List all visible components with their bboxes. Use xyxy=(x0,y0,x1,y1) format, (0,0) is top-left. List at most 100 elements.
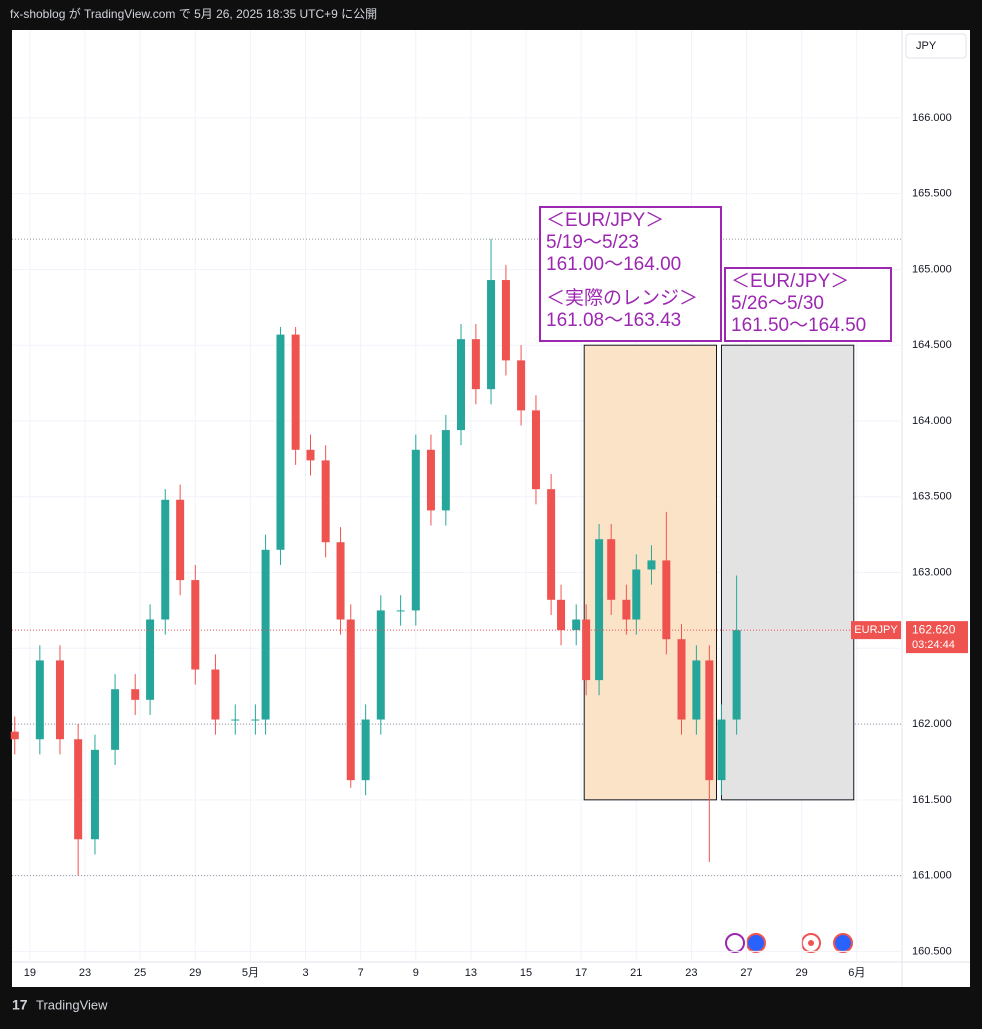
candle-body xyxy=(705,660,714,781)
event-icons xyxy=(725,933,853,953)
candle-body xyxy=(622,599,631,620)
candle-body xyxy=(692,660,701,720)
brand: TradingView xyxy=(36,997,108,1012)
candle-body xyxy=(572,619,581,631)
x-tick-label: 9 xyxy=(413,967,419,979)
currency: JPY xyxy=(916,40,937,52)
candle-body xyxy=(90,749,99,840)
candle-body xyxy=(471,339,480,390)
candle-body xyxy=(35,660,44,740)
candle-body xyxy=(426,449,435,511)
countdown: 03:24:44 xyxy=(912,639,955,651)
note-text: 161.50～164.50 xyxy=(731,315,866,336)
candle-body xyxy=(662,560,671,640)
candle-body xyxy=(10,731,19,740)
range-box xyxy=(583,344,718,801)
candle-body xyxy=(211,669,220,720)
candle-body xyxy=(74,739,83,840)
candle-body xyxy=(607,539,616,600)
x-tick-label: 23 xyxy=(79,967,91,979)
x-tick-label: 29 xyxy=(189,967,201,979)
candle-body xyxy=(647,560,656,570)
note-text: 161.08～163.43 xyxy=(546,310,681,331)
candle-body xyxy=(261,549,270,720)
candle-body xyxy=(306,449,315,461)
candle-body xyxy=(582,619,591,681)
note-text: ＜EUR/JPY＞ xyxy=(731,271,849,292)
y-tick-label: 164.500 xyxy=(912,339,952,351)
symbol: EURJPY xyxy=(854,624,898,636)
symbol-tag xyxy=(851,621,901,640)
candle-body xyxy=(717,719,726,781)
candle-body xyxy=(531,410,540,490)
x-tick-label: 6月 xyxy=(848,967,865,979)
y-tick-label: 161.500 xyxy=(912,794,952,806)
y-tick-label: 166.000 xyxy=(912,112,952,124)
candle-body xyxy=(251,719,260,721)
x-tick-label: 23 xyxy=(685,967,697,979)
note-text: ＜実際のレンジ＞ xyxy=(546,287,698,309)
candle-body xyxy=(557,599,566,631)
candle-body xyxy=(595,539,604,681)
y-tick-label: 163.000 xyxy=(912,566,952,578)
candle-body xyxy=(487,280,496,390)
x-tick-label: 21 xyxy=(630,967,642,979)
caption: fx-shoblog が TradingView.com で 5月 26, 20… xyxy=(10,6,377,21)
y-tick-label: 160.500 xyxy=(912,945,952,957)
note-text: 5/19～5/23 xyxy=(546,232,639,253)
candle-body xyxy=(131,689,140,700)
candle-body xyxy=(291,334,300,450)
candle-body xyxy=(517,360,526,411)
candle-body xyxy=(361,719,370,781)
currency-box[interactable] xyxy=(905,33,967,59)
y-tick-label: 162.000 xyxy=(912,718,952,730)
candle-body xyxy=(346,619,355,781)
candle-body xyxy=(191,580,200,670)
candle-body xyxy=(501,280,510,361)
candle-body xyxy=(111,689,120,750)
candle-body xyxy=(396,610,405,612)
candle-body xyxy=(547,489,556,600)
x-tick-label: 25 xyxy=(134,967,146,979)
note-text: 5/26～5/30 xyxy=(731,293,824,314)
candle-body xyxy=(632,569,641,620)
plot xyxy=(10,30,902,962)
y-tick-label: 161.000 xyxy=(912,870,952,882)
x-tick-label: 5月 xyxy=(242,967,259,979)
candle-body xyxy=(677,639,686,720)
note-text: 161.00～164.00 xyxy=(546,254,681,275)
y-tick-label: 165.500 xyxy=(912,188,952,200)
candle-body xyxy=(321,460,330,543)
x-tick-label: 27 xyxy=(740,967,752,979)
note-text: ＜EUR/JPY＞ xyxy=(546,210,664,231)
candle-body xyxy=(146,619,155,700)
x-tick-label: 15 xyxy=(520,967,532,979)
note-box xyxy=(724,267,892,342)
y-tick-label: 165.000 xyxy=(912,263,952,275)
candle-body xyxy=(456,339,465,431)
x-tick-label: 29 xyxy=(796,967,808,979)
range-box xyxy=(720,344,855,801)
logo-mark: 17 xyxy=(12,997,28,1013)
candle-body xyxy=(231,719,240,721)
x-tick-label: 3 xyxy=(302,967,308,979)
note-box xyxy=(539,206,722,342)
x-tick-label: 17 xyxy=(575,967,587,979)
y-tick-label: 163.500 xyxy=(912,491,952,503)
candle-body xyxy=(176,499,185,581)
x-tick-label: 7 xyxy=(358,967,364,979)
candle-body xyxy=(55,660,64,740)
price-tag xyxy=(906,621,968,654)
candle-body xyxy=(161,499,170,620)
x-tick-label: 13 xyxy=(465,967,477,979)
candle-body xyxy=(411,449,420,611)
last-price: 162.620 xyxy=(912,622,956,636)
candle-body xyxy=(336,542,345,620)
y-tick-label: 164.000 xyxy=(912,415,952,427)
candle-body xyxy=(276,334,285,550)
candle-body xyxy=(441,430,450,511)
x-tick-label: 19 xyxy=(24,967,36,979)
candle-body xyxy=(732,630,741,720)
